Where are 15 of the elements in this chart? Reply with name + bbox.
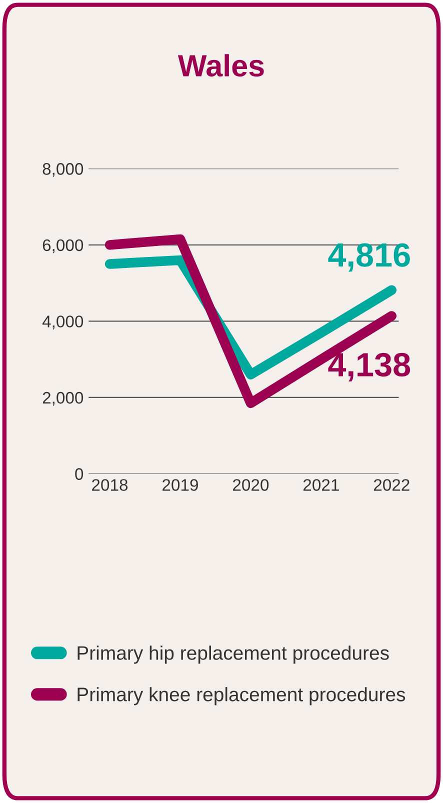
y-tick-label: 4,000	[42, 316, 84, 330]
chart-title: Wales	[178, 54, 264, 77]
data-label: 4,816	[328, 243, 410, 272]
legend-label: Primary knee replacement procedures	[78, 687, 406, 706]
data-label: 4,138	[328, 352, 410, 382]
legend-label: Primary hip replacement procedures	[78, 646, 389, 664]
x-tick-label: 2021	[303, 479, 339, 491]
x-tick-label: 2019	[162, 479, 198, 491]
y-tick-label: 0	[75, 468, 84, 480]
x-tick-label: 2022	[374, 479, 410, 491]
x-tick-label: 2020	[233, 479, 269, 491]
x-tick-label: 2018	[92, 479, 128, 491]
y-tick-label: 6,000	[42, 239, 84, 254]
y-tick-label: 8,000	[42, 163, 84, 177]
y-tick-label: 2,000	[42, 392, 84, 406]
